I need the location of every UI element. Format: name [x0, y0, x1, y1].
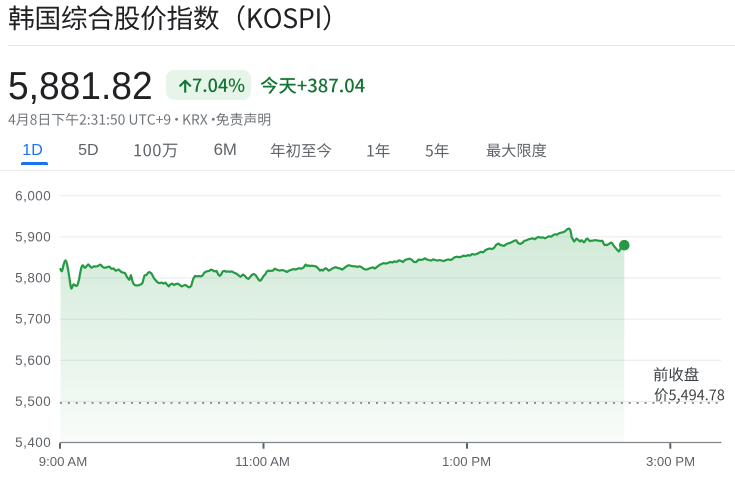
- svg-text:5,800: 5,800: [15, 271, 51, 286]
- svg-text:11:00 AM: 11:00 AM: [235, 454, 290, 469]
- svg-text:3:00 PM: 3:00 PM: [646, 454, 695, 469]
- svg-text:5,600: 5,600: [15, 353, 51, 368]
- svg-text:9:00 AM: 9:00 AM: [39, 454, 87, 469]
- svg-text:6,000: 6,000: [15, 188, 51, 203]
- svg-text:5,400: 5,400: [15, 435, 51, 450]
- svg-text:5,500: 5,500: [15, 394, 51, 409]
- svg-text:1:00 PM: 1:00 PM: [442, 454, 491, 469]
- svg-text:5,900: 5,900: [15, 230, 51, 245]
- svg-text:5,700: 5,700: [15, 312, 51, 327]
